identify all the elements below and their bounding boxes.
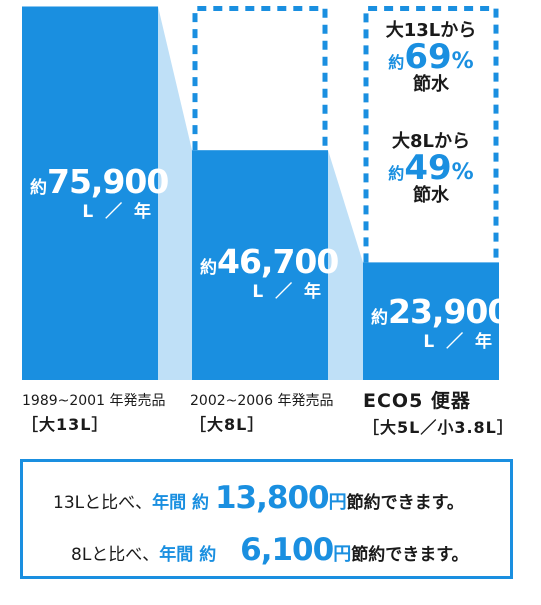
previous-volume-outline-2 [192,5,328,151]
bar-connector-2 [328,150,363,380]
bar-value-label-2: 約46,700 L ／ 年 [200,242,339,303]
bar-chart [22,5,499,381]
category-label-3: ECO5 便器 ［大5L／小3.8L］ [363,390,514,437]
category-label-2: 2002~2006 年発売品 ［大8L］ [190,393,334,434]
summary-row-8l: 8Lと比べ、年間 約 6,100円節約できます。 [71,532,469,568]
bar-value-label-1: 約75,900 L ／ 年 [30,162,169,222]
bar-value-label-3: 約23,900 L ／ 年 [371,292,510,353]
category-label-1: 1989~2001 年発売品 ［大13L］ [22,393,166,434]
bar-3 [363,262,499,380]
savings-summary-box: 13Lと比べ、年間 約 13,800円節約できます。 8Lと比べ、年間 約 6,… [20,459,513,579]
bar-2 [192,150,328,380]
savings-annotation-13l: 大13Lから 約69% 節水 [385,20,477,95]
summary-row-13l: 13Lと比べ、年間 約 13,800円節約できます。 [53,480,464,516]
bar-connector-1 [158,6,192,381]
savings-annotation-8l: 大8Lから 約49% 節水 [388,131,474,206]
bar-1 [22,6,158,381]
